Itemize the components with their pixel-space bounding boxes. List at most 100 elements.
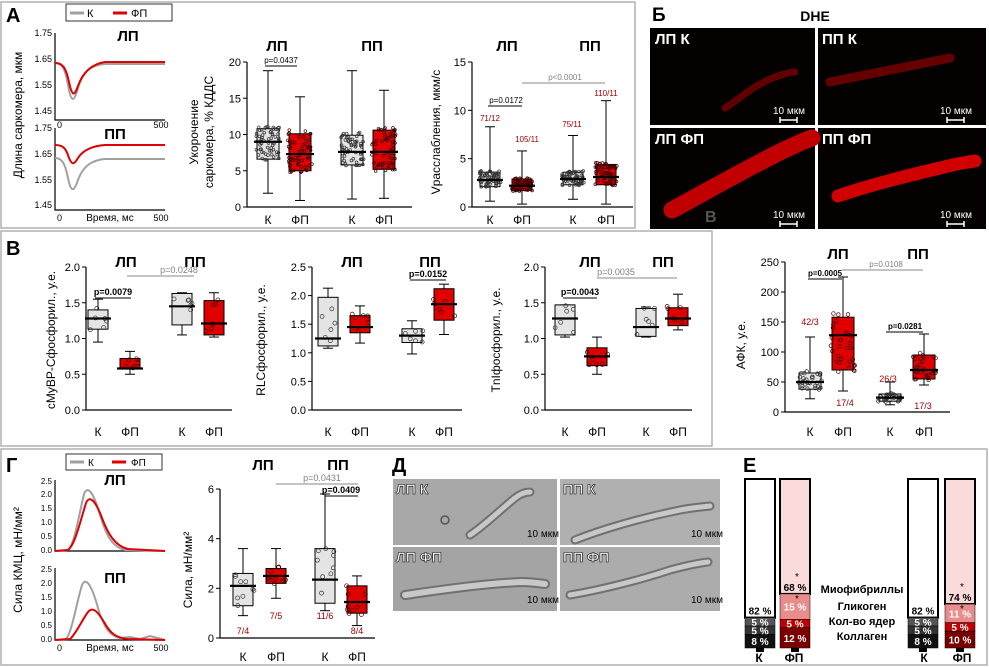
svg-text:ФП: ФП xyxy=(291,213,309,227)
y-tick-label: 0.5 xyxy=(524,369,539,381)
data-point xyxy=(926,375,931,381)
data-point xyxy=(839,356,844,361)
svg-text:К: К xyxy=(349,213,356,227)
data-point xyxy=(373,169,378,173)
data-point xyxy=(615,164,619,168)
data-point xyxy=(342,154,347,158)
svg-text:2.0: 2.0 xyxy=(41,579,53,588)
data-point xyxy=(257,134,262,139)
svg-text:11/6: 11/6 xyxy=(317,611,334,621)
data-point xyxy=(310,162,314,166)
data-point xyxy=(851,363,857,368)
panel-g-letter: Г xyxy=(6,455,17,477)
data-point xyxy=(343,138,348,142)
y-tick-label: 2 xyxy=(208,583,214,595)
svg-text:0: 0 xyxy=(57,643,62,653)
data-point xyxy=(413,338,418,344)
svg-text:ЛП: ЛП xyxy=(252,457,273,474)
data-point xyxy=(319,314,325,319)
data-point xyxy=(307,137,312,142)
data-point xyxy=(276,150,281,155)
data-point xyxy=(596,178,600,183)
y-tick-label: 15 xyxy=(454,57,466,69)
y-tick-label: 5 xyxy=(460,154,466,166)
svg-text:p=0.0108: p=0.0108 xyxy=(869,260,903,269)
data-point xyxy=(836,312,841,317)
data-point xyxy=(579,173,584,178)
data-point xyxy=(287,128,292,132)
chart-force: Сила, мН/мм² 0 2 4 6 ЛП ПП p=0.0431 p=0.040… xyxy=(181,457,375,664)
data-point xyxy=(847,359,852,364)
data-point xyxy=(419,339,425,345)
data-point xyxy=(573,169,578,174)
panel-v-letter: В xyxy=(6,238,20,260)
chart-rlc: RLCфосфорил., у.е. 0.0 0.5 1.0 1.5 2.0 2.5 ЛП… xyxy=(254,254,462,439)
data-point xyxy=(259,128,264,132)
trace-a-pp-k xyxy=(54,157,165,191)
svg-text:71/12: 71/12 xyxy=(480,114,501,123)
data-point xyxy=(494,171,498,175)
bar-percent-label: 5 % xyxy=(786,619,803,630)
legend-glycogen: Гликоген xyxy=(838,601,887,613)
data-point xyxy=(393,167,397,172)
data-point xyxy=(892,392,897,397)
svg-text:7/4: 7/4 xyxy=(237,626,250,636)
data-point xyxy=(287,161,292,165)
svg-text:1.0: 1.0 xyxy=(41,518,53,527)
data-point xyxy=(267,149,272,153)
data-point xyxy=(495,171,500,176)
trace-lp-title: ЛП xyxy=(117,28,138,45)
svg-text:10 мкм: 10 мкм xyxy=(527,529,559,540)
legend-k-label: К xyxy=(87,8,94,20)
svg-text:К: К xyxy=(755,651,763,665)
data-point xyxy=(601,178,605,183)
data-point xyxy=(361,139,365,144)
svg-text:17/3: 17/3 xyxy=(914,401,932,411)
svg-text:ФП: ФП xyxy=(834,425,852,439)
data-point xyxy=(845,312,851,317)
svg-text:ПП: ПП xyxy=(327,457,349,474)
chart-afk: АФК, у.е. 0 50 100 150 200 250 ЛП ПП p=0.0108… xyxy=(734,246,950,439)
svg-text:ФП: ФП xyxy=(131,458,146,469)
svg-text:ФП: ФП xyxy=(915,425,933,439)
svg-text:ЛП: ЛП xyxy=(827,246,848,263)
dhe-faint-letter: В xyxy=(705,209,717,226)
data-point xyxy=(355,163,359,168)
y-tick-label: 4 xyxy=(208,534,214,546)
data-point xyxy=(250,586,256,592)
data-point xyxy=(593,182,598,187)
trace-g-ylabel: Сила КМЦ, мН/мм² xyxy=(11,507,25,613)
data-point xyxy=(301,135,306,139)
svg-text:p=0.0079: p=0.0079 xyxy=(94,287,132,297)
data-point xyxy=(299,170,303,174)
micro-label-lp-fp: ЛП ФП xyxy=(396,549,442,565)
data-point xyxy=(634,332,640,337)
data-point xyxy=(286,144,291,149)
svg-text:10 мкм: 10 мкм xyxy=(691,529,723,540)
data-point xyxy=(383,168,388,172)
data-point xyxy=(391,131,396,135)
data-point xyxy=(307,164,311,168)
frame-g xyxy=(0,448,988,666)
trace-a-pp-fp xyxy=(54,144,165,165)
svg-text:1.55: 1.55 xyxy=(34,80,52,90)
svg-text:ЛП: ЛП xyxy=(579,254,600,271)
data-point xyxy=(391,143,395,148)
y-tick-label: 20 xyxy=(229,57,241,69)
data-point xyxy=(266,576,272,582)
panel-d: Д ЛП К ПП К ЛП ФП ПП ФП 10 мкм 10 мкм 10… xyxy=(392,455,723,611)
svg-text:К: К xyxy=(265,213,272,227)
svg-text:75/11: 75/11 xyxy=(562,120,582,129)
panel-e-letter: Е xyxy=(743,455,756,477)
data-point xyxy=(365,320,371,325)
svg-text:500: 500 xyxy=(153,213,168,223)
data-point xyxy=(308,148,313,153)
trace-a-lp: 1.75 1.65 1.55 1.45 ЛП 0 500 xyxy=(34,28,168,130)
data-point xyxy=(349,311,355,317)
trace-legend-g: К ФП xyxy=(65,453,163,471)
frame-v xyxy=(0,230,713,447)
y-tick-label: 2.0 xyxy=(524,262,539,274)
data-point xyxy=(277,125,281,130)
data-point xyxy=(846,365,852,371)
data-point xyxy=(292,168,296,173)
